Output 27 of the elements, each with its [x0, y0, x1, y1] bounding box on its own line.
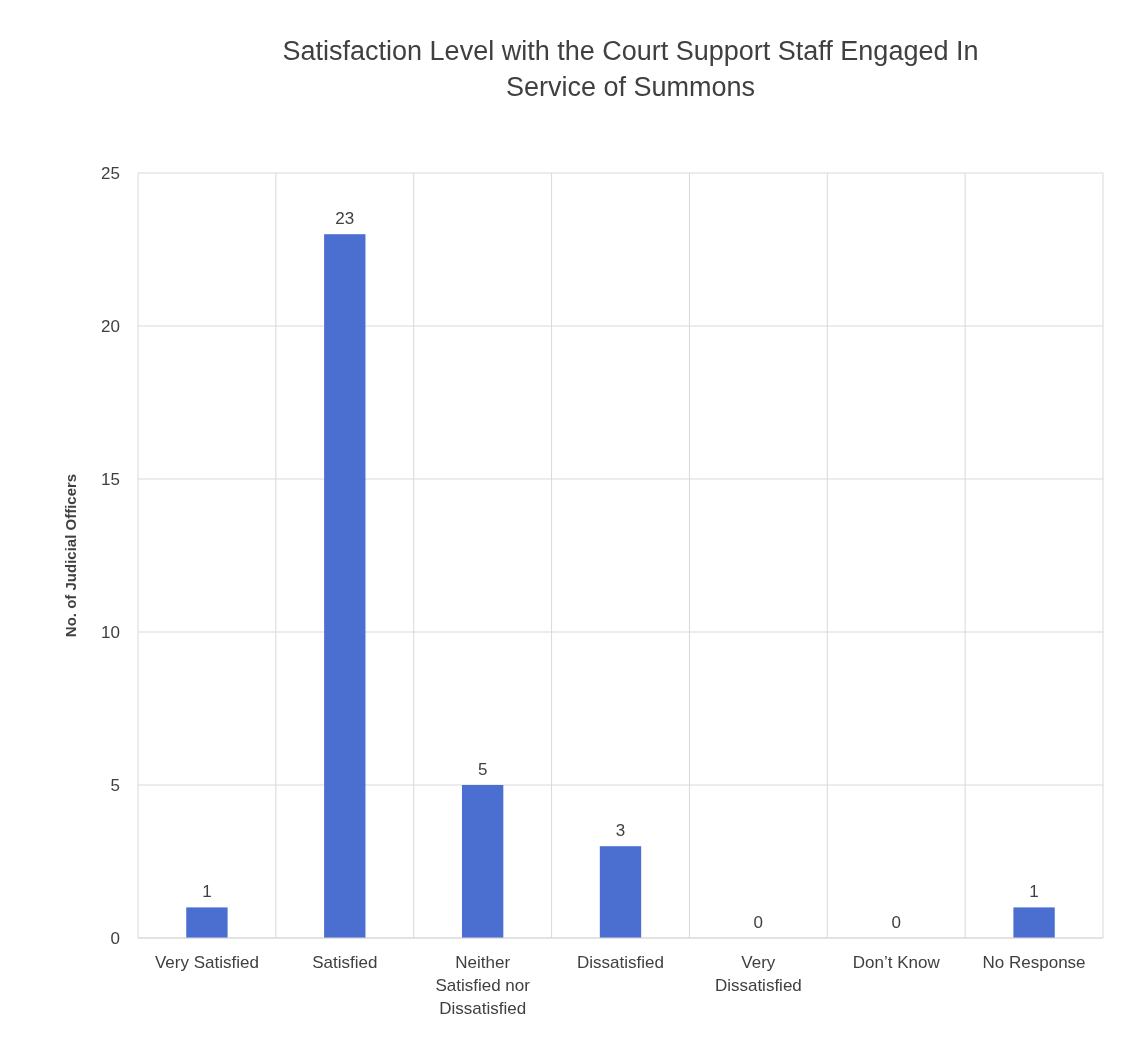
y-tick-label: 10: [101, 622, 120, 642]
x-tick-label: Neither Satisfied nor Dissatisfied: [435, 953, 531, 1018]
y-tick-label: 0: [110, 928, 120, 948]
bar: [324, 234, 366, 938]
chart-title: Satisfaction Level with the Court Support Staff Engaged In Service of Summons: [282, 36, 979, 102]
data-label: 0: [753, 913, 764, 932]
x-tick-label: Don’t Know: [852, 953, 941, 972]
data-label: 5: [477, 760, 488, 779]
x-tick-label: Very Satisfied: [154, 953, 259, 972]
data-label: 0: [891, 913, 901, 932]
y-tick-label: 25: [101, 163, 120, 183]
bar: [186, 907, 228, 938]
bar: [461, 785, 504, 938]
y-tick-label: 15: [101, 469, 120, 489]
x-tick-label: Dissatisfied: [577, 953, 664, 972]
data-label: 3: [615, 821, 626, 841]
y-tick-label: 5: [110, 775, 120, 795]
data-label: 23: [335, 209, 355, 229]
data-label: 1: [1029, 882, 1039, 902]
data-label: 1: [202, 882, 212, 902]
bar: [1013, 907, 1055, 938]
x-tick-label: Satisfied: [312, 953, 378, 972]
x-tick-label: Very Dissatisfied: [714, 953, 802, 995]
bar: [599, 846, 642, 938]
y-tick-label: 20: [101, 316, 120, 336]
y-axis-title: No. of Judicial Officers: [62, 473, 79, 638]
x-tick-label: No Response: [982, 953, 1086, 972]
